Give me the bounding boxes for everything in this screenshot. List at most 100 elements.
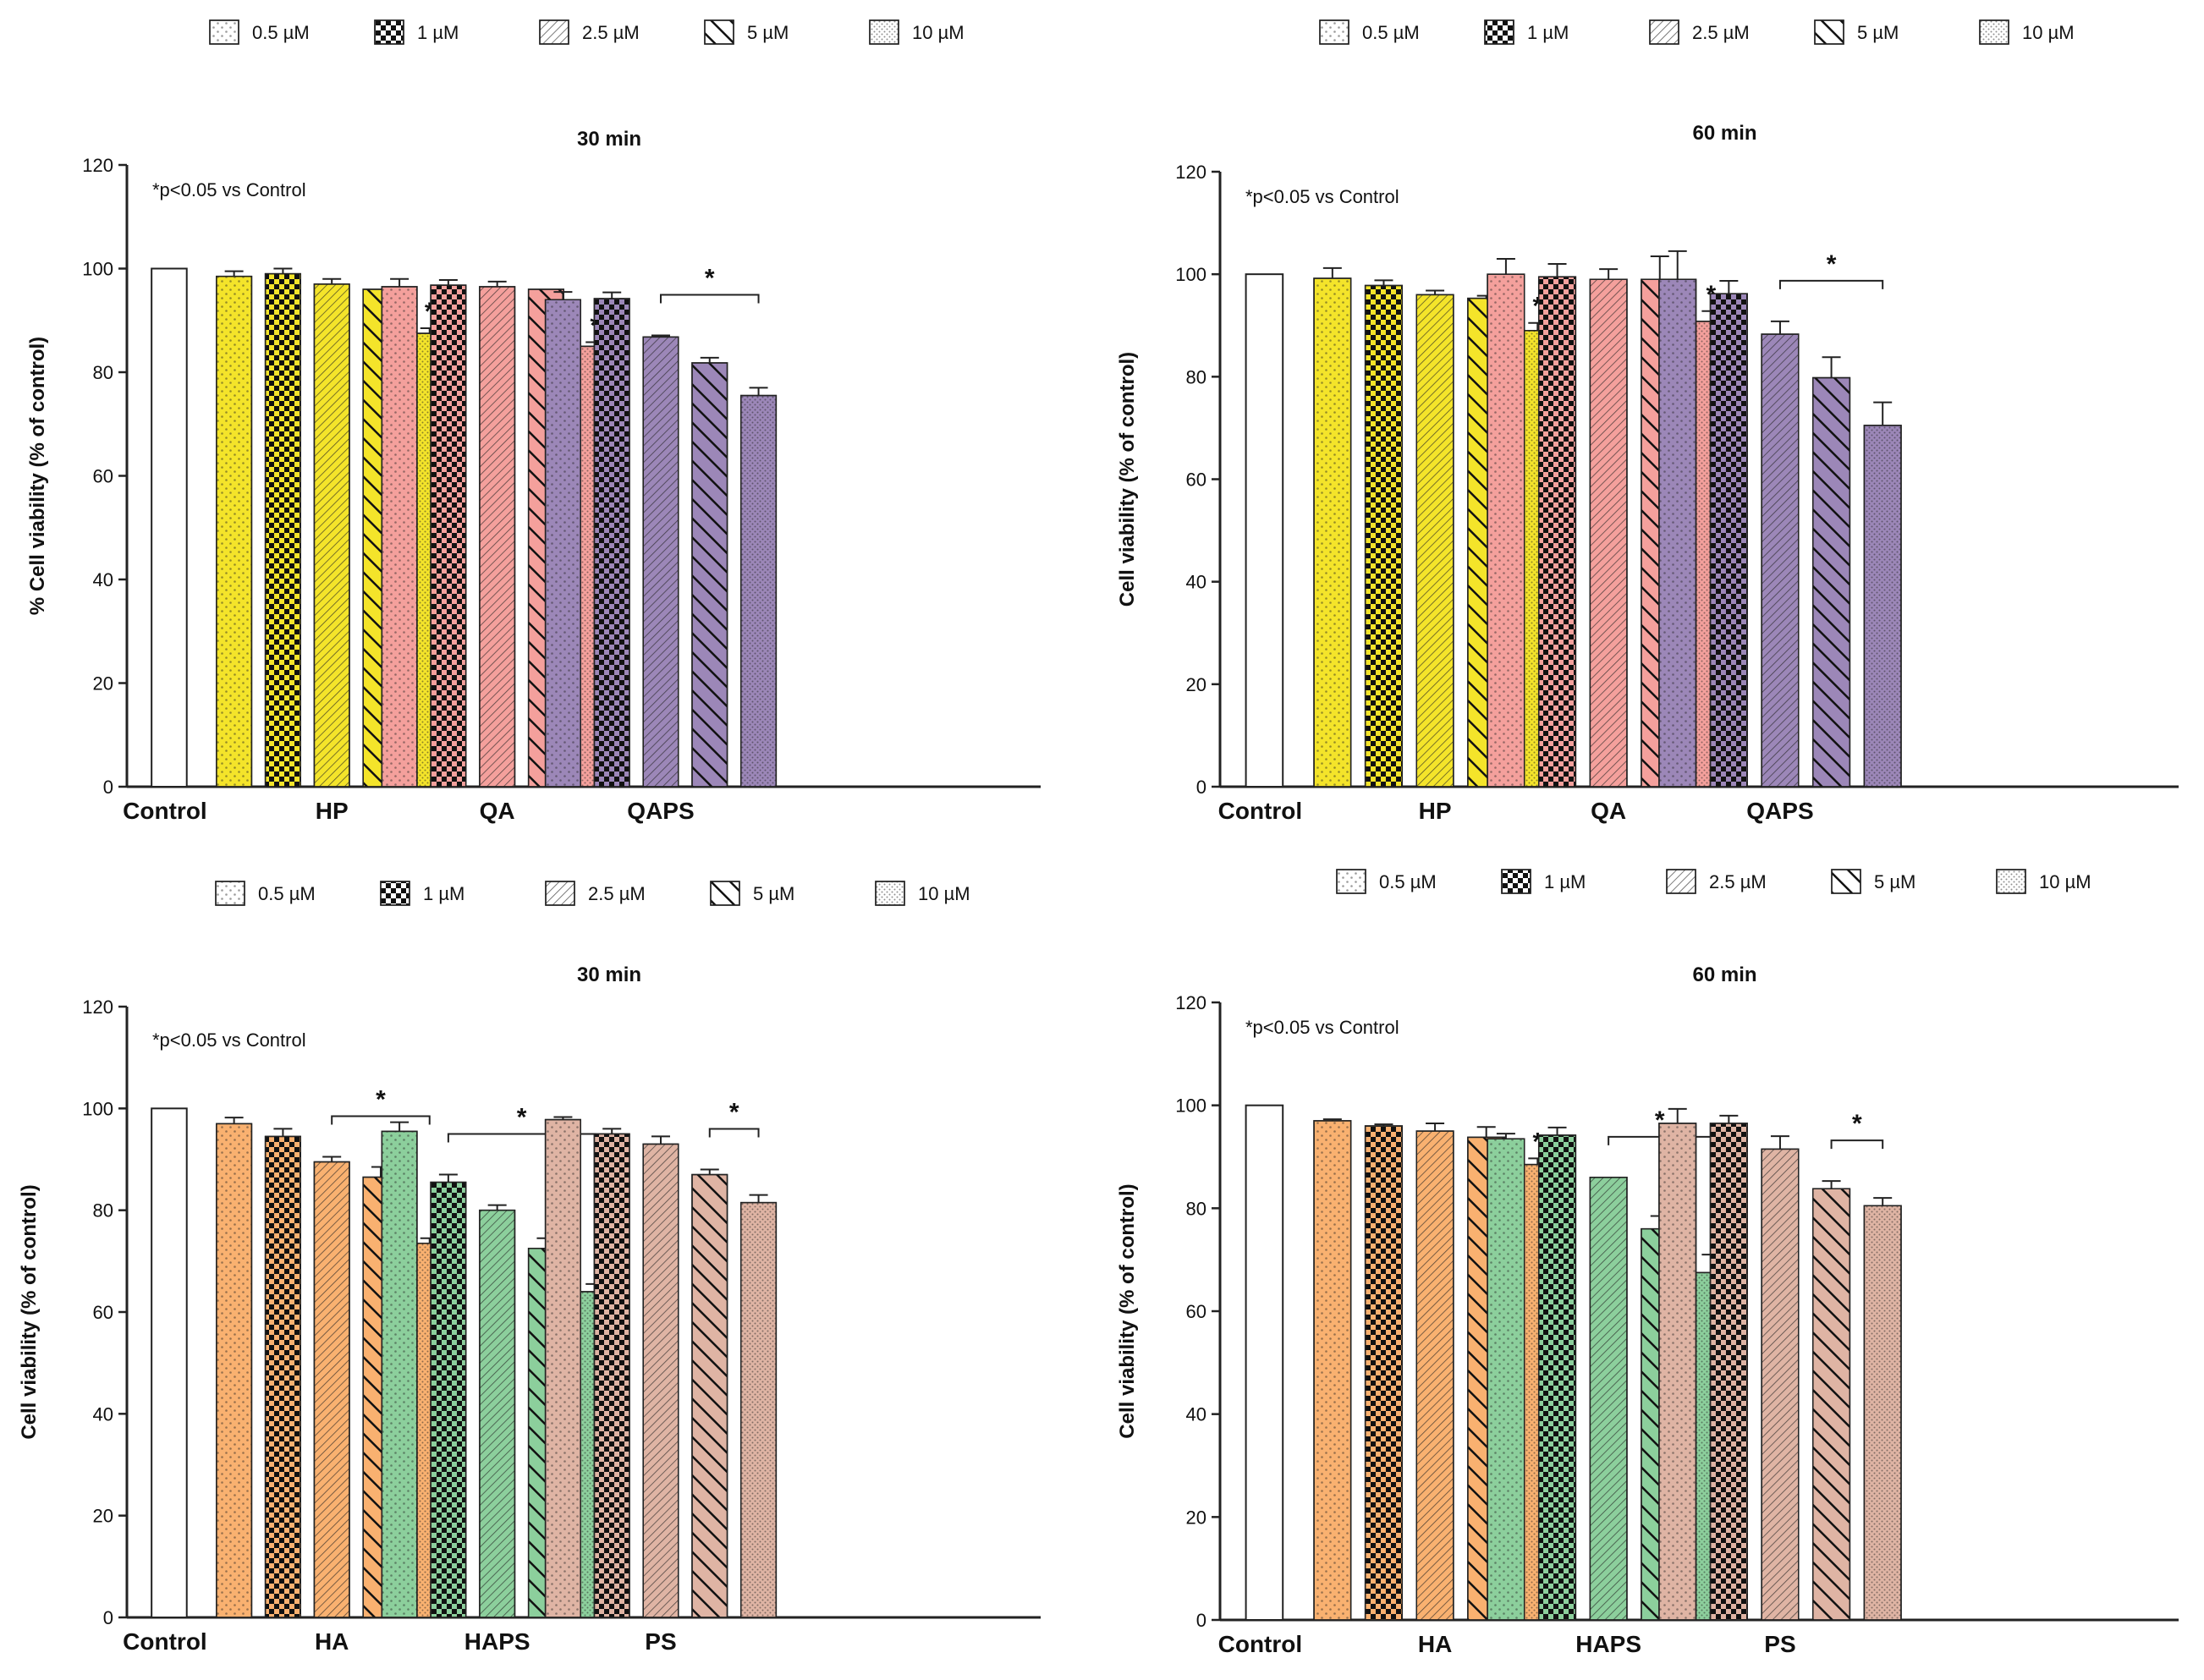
significance-note: *p<0.05 vs Control	[1245, 1017, 1399, 1038]
legend-swatch	[215, 881, 245, 906]
legend-swatch	[539, 19, 569, 45]
legend-label: 5 µM	[753, 883, 794, 904]
y-tick-label: 0	[103, 1607, 113, 1628]
y-tick-label: 60	[1186, 1301, 1206, 1322]
legend-label: 0.5 µM	[258, 883, 316, 904]
legend-swatch	[1814, 19, 1844, 45]
y-tick-label: 20	[93, 673, 113, 695]
bar-ps-2	[1709, 1123, 1748, 1621]
bar-hp-2	[1364, 284, 1404, 788]
bar-qa-1	[381, 286, 418, 788]
legend-swatch	[704, 19, 734, 45]
significance-star: *	[729, 1099, 739, 1127]
x-tick-label: HAPS	[464, 1628, 530, 1655]
legend-label: 0.5 µM	[252, 22, 310, 43]
y-tick-label: 60	[93, 466, 113, 487]
x-tick-label: HP	[316, 798, 349, 824]
legend-label: 10 µM	[2039, 871, 2091, 892]
legend-label: 10 µM	[918, 883, 970, 904]
y-tick-label: 0	[103, 777, 113, 798]
bar-control	[1245, 1104, 1284, 1621]
bar-haps-1	[1487, 1138, 1525, 1621]
legend-4: 0.5 µM 1 µM 2.5 µM 5 µM 10 µM	[1336, 869, 2091, 894]
y-tick-label: 120	[82, 155, 113, 176]
y-tick-label: 40	[93, 569, 113, 590]
legend-swatch	[209, 19, 239, 45]
significance-bracket	[331, 1115, 431, 1125]
legend-label: 5 µM	[747, 22, 789, 43]
significance-note: *p<0.05 vs Control	[152, 179, 306, 200]
bar-ps-3	[642, 1143, 679, 1618]
bar-ps-4	[1812, 1188, 1851, 1621]
bar-qa-3	[1589, 278, 1628, 788]
x-tick-label: Control	[123, 1628, 207, 1655]
bar-ha-3	[313, 1161, 350, 1618]
significance-star: *	[517, 1104, 527, 1132]
bar-haps-3	[479, 1209, 516, 1618]
y-tick-label: 40	[1186, 572, 1206, 593]
y-tick-label: 120	[82, 996, 113, 1018]
legend-swatch	[1649, 19, 1679, 45]
legend-swatch	[1484, 19, 1514, 45]
significance-bracket	[659, 294, 760, 304]
bar-qaps-2	[593, 298, 630, 788]
legend-swatch	[869, 19, 899, 45]
y-tick-label: 60	[1186, 469, 1206, 491]
legend-1: 0.5 µM 1 µM 2.5 µM 5 µM 10 µM	[209, 19, 965, 45]
legend-label: 1 µM	[423, 883, 464, 904]
x-tick-label: Control	[1218, 798, 1303, 824]
y-axis-label: Cell viability (% of control)	[1116, 352, 1139, 607]
significance-star: *	[376, 1085, 386, 1113]
legend-label: 5 µM	[1857, 22, 1899, 43]
legend-swatch	[1666, 869, 1696, 894]
bar-ps-1	[544, 1118, 581, 1618]
x-tick-label: HAPS	[1575, 1631, 1641, 1657]
chart-panel-1: 30 min 0 20 40 60 80 100 120 % Cell viability (%…	[26, 128, 1041, 824]
bar-hp-1	[216, 275, 253, 788]
y-tick-label: 120	[1175, 162, 1206, 183]
bar-qaps-3	[642, 336, 679, 788]
bar-hp-3	[313, 283, 350, 788]
y-tick-label: 100	[1175, 264, 1206, 285]
y-tick-label: 0	[1196, 1610, 1206, 1631]
legend-swatch	[545, 881, 575, 906]
legend-swatch	[1996, 869, 2026, 894]
legend-label: 0.5 µM	[1362, 22, 1420, 43]
x-tick-label: Control	[1218, 1631, 1303, 1657]
x-tick-label: QA	[1591, 798, 1626, 824]
legend-label: 10 µM	[2022, 22, 2075, 43]
x-tick-label: QAPS	[1746, 798, 1813, 824]
bar-ha-1	[1313, 1120, 1352, 1621]
y-tick-label: 0	[1196, 777, 1206, 798]
y-tick-label: 80	[1186, 1198, 1206, 1219]
x-tick-label: HA	[1418, 1631, 1452, 1657]
legend-label: 2.5 µM	[1709, 871, 1767, 892]
legend-2: 0.5 µM 1 µM 2.5 µM 5 µM 10 µM	[1319, 19, 2075, 45]
y-tick-label: 80	[93, 1200, 113, 1222]
bar-control	[151, 267, 188, 788]
legend-swatch	[875, 881, 905, 906]
y-tick-label: 100	[82, 1098, 113, 1119]
bar-control	[1245, 273, 1284, 788]
bar-ha-2	[1364, 1125, 1404, 1621]
bar-hp-2	[264, 272, 301, 788]
x-tick-label: QA	[480, 798, 515, 824]
y-tick-label: 120	[1175, 992, 1206, 1013]
legend-label: 1 µM	[1544, 871, 1586, 892]
legend-swatch	[1319, 19, 1349, 45]
chart-panel-3: 30 min 0 20 40 60 80 100 120 Cell viability (% o…	[18, 964, 1041, 1655]
legend-swatch	[1831, 869, 1861, 894]
bar-ps-4	[691, 1173, 728, 1618]
legend-swatch	[1336, 869, 1366, 894]
x-tick-label: PS	[645, 1628, 676, 1655]
legend-label: 1 µM	[417, 22, 459, 43]
chart-title: 30 min	[577, 128, 641, 151]
significance-bracket	[708, 1128, 760, 1138]
bar-hp-1	[1313, 277, 1352, 788]
y-axis-label: Cell viability (% of control)	[1116, 1183, 1139, 1438]
bar-qaps-4	[1812, 376, 1851, 788]
x-tick-label: PS	[1764, 1631, 1795, 1657]
bar-ha-1	[216, 1123, 253, 1618]
bar-control	[151, 1107, 188, 1619]
